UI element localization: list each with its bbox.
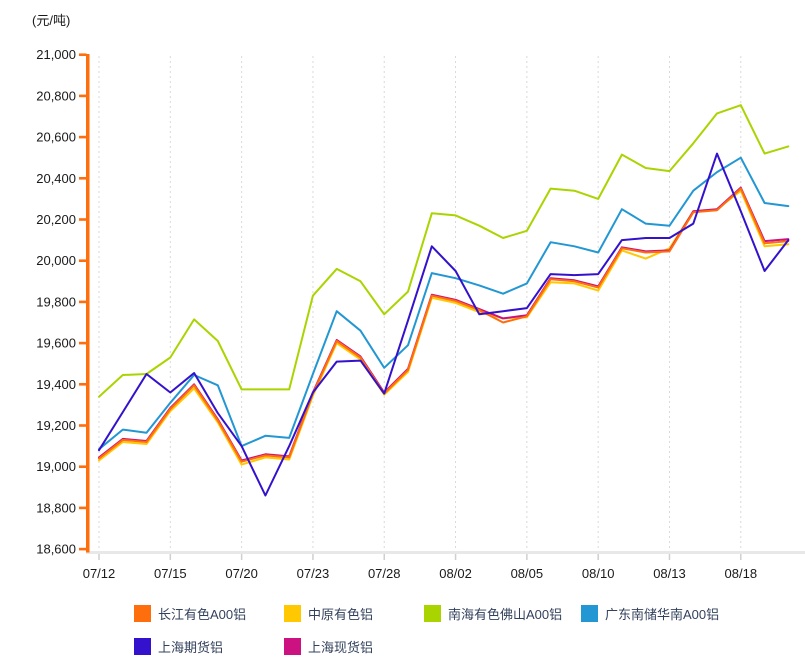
- y-axis-tick: [79, 341, 87, 345]
- series-line-4: [98, 152, 790, 497]
- legend-swatch-icon: [581, 604, 598, 622]
- x-axis-tick-label: 08/05: [511, 566, 544, 581]
- legend-label: 长江有色A00铝: [158, 606, 247, 622]
- y-axis-tick: [79, 547, 87, 551]
- legend-swatch-icon: [284, 604, 301, 622]
- x-axis-tick-label: 08/10: [582, 566, 615, 581]
- series-line-3: [98, 156, 790, 451]
- x-axis-tick-label: 07/23: [297, 566, 330, 581]
- y-axis-tick-label: 19,800: [36, 294, 76, 309]
- y-axis-tick: [79, 177, 87, 180]
- legend-swatch-icon: [134, 604, 151, 622]
- legend-item-4[interactable]: 上海期货铝: [134, 637, 223, 655]
- y-axis-tick: [79, 300, 87, 304]
- x-axis-tick-label: 07/12: [83, 566, 116, 581]
- x-axis-line: [86, 551, 805, 554]
- series-line-0: [98, 187, 790, 463]
- series-line-2: [98, 104, 790, 398]
- y-axis-tick-label: 19,600: [36, 336, 76, 351]
- legend-label: 上海期货铝: [158, 639, 224, 655]
- legend-item-2[interactable]: 南海有色佛山A00铝: [424, 604, 562, 622]
- legend-swatch-icon: [284, 637, 301, 655]
- y-axis-tick: [79, 506, 87, 510]
- y-axis-tick-label: 19,000: [36, 459, 76, 474]
- y-axis-tick-label: 19,400: [36, 377, 76, 392]
- x-axis-tick-label: 07/15: [154, 566, 187, 581]
- y-axis-tick-label: 20,000: [36, 253, 76, 268]
- legend-label: 南海有色佛山A00铝: [448, 606, 563, 622]
- y-axis-tick-label: 19,200: [36, 418, 76, 433]
- y-axis-tick: [79, 465, 87, 468]
- y-axis-line: [86, 54, 90, 553]
- x-axis-tick-label: 07/20: [225, 566, 258, 581]
- y-axis-tick: [79, 383, 87, 386]
- y-axis-tick-label: 20,400: [36, 171, 76, 186]
- x-axis-tick-label: 08/13: [653, 566, 686, 581]
- legend-label: 上海现货铝: [308, 639, 374, 655]
- y-axis-tick: [79, 259, 87, 262]
- legend-label: 广东南储华南A00铝: [605, 606, 720, 622]
- legend-item-0[interactable]: 长江有色A00铝: [134, 604, 246, 622]
- y-axis-tick: [79, 424, 87, 427]
- y-axis-tick: [79, 135, 87, 139]
- y-axis-tick-label: 20,200: [36, 212, 76, 227]
- legend-item-3[interactable]: 广东南储华南A00铝: [581, 604, 719, 622]
- y-axis-tick: [79, 94, 87, 98]
- legend-item-1[interactable]: 中原有色铝: [284, 604, 373, 622]
- y-axis-tick-label: 18,600: [36, 542, 76, 557]
- y-axis-tick: [79, 218, 87, 221]
- y-axis-tick-label: 20,800: [36, 88, 76, 103]
- x-axis-tick-label: 08/02: [439, 566, 472, 581]
- legend-swatch-icon: [134, 637, 151, 655]
- y-axis-tick-label: 21,000: [36, 47, 76, 62]
- y-axis-tick-label: 20,600: [36, 130, 76, 145]
- legend-item-5[interactable]: 上海现货铝: [284, 637, 373, 655]
- x-axis-tick-label: 08/18: [725, 566, 758, 581]
- x-axis-tick-label: 07/28: [368, 566, 401, 581]
- y-axis-unit-label: (元/吨): [32, 13, 71, 28]
- y-axis-tick-label: 18,800: [36, 500, 76, 515]
- y-axis-tick: [79, 53, 87, 56]
- legend-label: 中原有色铝: [308, 606, 374, 622]
- legend-swatch-icon: [424, 604, 441, 622]
